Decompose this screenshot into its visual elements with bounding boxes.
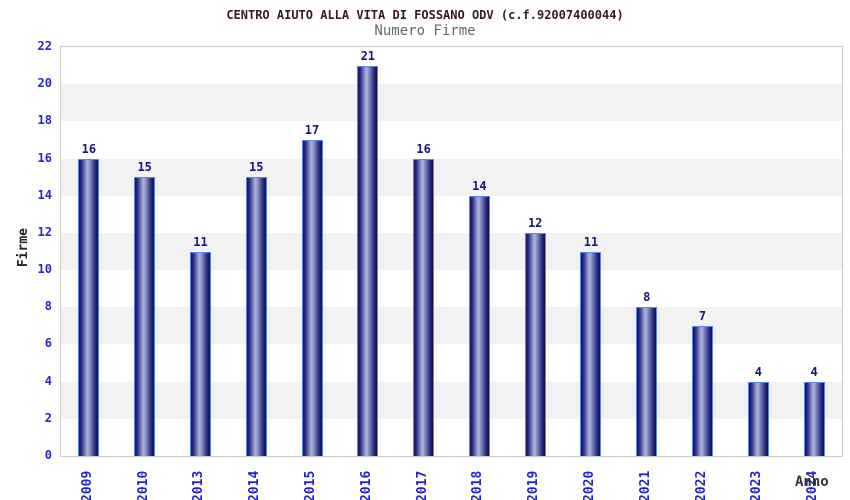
bar-value-label: 16: [81, 141, 97, 156]
bar-2009: [78, 158, 100, 456]
x-tick-label: 2021: [637, 470, 653, 500]
bar-2019: [524, 232, 546, 456]
y-tick-label: 12: [37, 224, 52, 239]
grid-band: [61, 158, 842, 196]
bar-2020: [580, 251, 602, 456]
bar-value-label: 21: [360, 48, 376, 63]
y-tick-label: 6: [44, 336, 52, 351]
bar-value-label: 14: [472, 178, 487, 193]
y-tick-label: 20: [37, 76, 52, 91]
x-tick-label: 2022: [693, 470, 709, 500]
x-tick-label: 2015: [303, 470, 319, 500]
bar-value-label: 4: [810, 364, 818, 379]
grid-band: [61, 195, 842, 233]
y-tick-label: 2: [44, 410, 52, 425]
chart-title: CENTRO AIUTO ALLA VITA DI FOSSANO ODV (c…: [226, 8, 624, 22]
x-tick-label: 2016: [358, 470, 374, 500]
y-tick-label: 0: [44, 448, 52, 462]
bar-2014: [245, 177, 267, 456]
y-tick-label: 4: [44, 373, 52, 388]
bar-value-label: 17: [304, 122, 320, 137]
y-tick-label: 16: [37, 150, 52, 165]
y-tick-label: 8: [44, 299, 52, 314]
bar-value-label: 15: [249, 160, 264, 175]
bar-value-label: 11: [193, 234, 208, 249]
x-tick-label: 2010: [135, 470, 151, 500]
bar-value-label: 12: [527, 215, 543, 230]
bar-value-label: 11: [583, 234, 599, 249]
bar-value-label: 8: [643, 290, 651, 305]
x-tick-label: 2017: [414, 470, 430, 500]
bar-value-label: 15: [137, 160, 152, 175]
x-tick-label: 2009: [79, 470, 95, 500]
y-tick-label: 18: [37, 113, 52, 128]
bar-2017: [413, 158, 435, 456]
y-axis-title: Firme: [16, 228, 31, 268]
bar-value-label: 4: [754, 364, 762, 379]
grid-band: [61, 344, 842, 382]
x-tick-label: 2014: [247, 470, 263, 500]
x-axis-title: Anno: [795, 474, 829, 490]
chart-subtitle: Numero Firme: [374, 23, 476, 39]
x-tick-label: 2023: [749, 470, 765, 500]
bar-2010: [134, 177, 156, 456]
grid-band: [61, 381, 842, 419]
bar-2023: [747, 381, 769, 456]
grid-band: [61, 270, 842, 308]
grid-band: [61, 418, 842, 456]
bar-value-label: 7: [698, 308, 707, 323]
grid-band: [61, 84, 842, 122]
bar-2024: [803, 381, 825, 456]
plot-area: 16 15 11 15 17 21 16 14 12 11 8 7 4 4: [60, 46, 843, 457]
grid-band: [61, 121, 842, 159]
bar-2021: [636, 307, 658, 456]
bar-2016: [357, 65, 379, 456]
y-tick-label: 14: [37, 187, 52, 202]
grid-band: [61, 47, 842, 85]
x-tick-label: 2020: [581, 470, 597, 500]
grid-band: [61, 307, 842, 345]
bar-2013: [189, 251, 211, 456]
bar-2022: [692, 325, 714, 456]
x-tick-label: 2013: [191, 470, 207, 500]
y-tick-label: 22: [37, 39, 52, 53]
y-tick-label: 10: [37, 262, 52, 277]
x-tick-label: 2019: [526, 470, 542, 500]
bar-value-label: 16: [416, 141, 431, 156]
bar-2015: [301, 139, 323, 456]
x-tick-label: 2018: [470, 470, 486, 500]
bar-2018: [468, 195, 490, 456]
